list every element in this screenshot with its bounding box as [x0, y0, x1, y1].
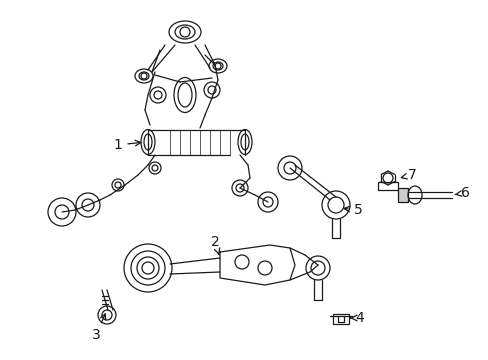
Text: 2: 2: [210, 235, 219, 255]
Text: 1: 1: [113, 138, 141, 152]
Text: 7: 7: [401, 168, 415, 182]
FancyBboxPatch shape: [397, 188, 407, 202]
Text: 5: 5: [344, 203, 362, 217]
Text: 6: 6: [454, 186, 468, 200]
Text: 4: 4: [349, 311, 364, 325]
Text: 3: 3: [91, 314, 105, 342]
